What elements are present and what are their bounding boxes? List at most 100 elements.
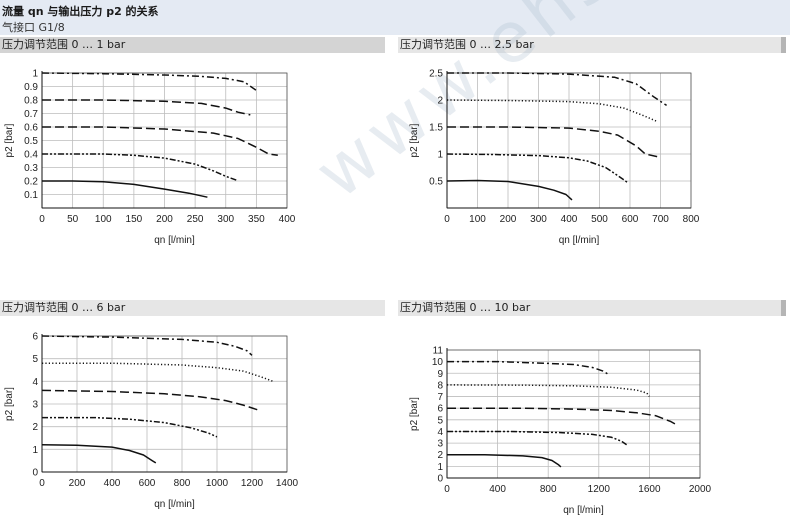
- series-line-1: [447, 360, 609, 375]
- panel-title-3: 压力调节范围 0 … 6 bar: [0, 300, 385, 316]
- y-axis-label: p2 [bar]: [409, 123, 420, 157]
- x-tick-label: 1200: [241, 478, 264, 489]
- y-tick-label: 0.7: [24, 109, 38, 120]
- y-tick-label: 0.8: [24, 96, 38, 107]
- x-tick-label: 1600: [638, 484, 661, 495]
- series-line-3: [42, 126, 278, 157]
- y-tick-label: 0.6: [24, 123, 38, 134]
- y-axis-label: p2 [bar]: [409, 397, 420, 431]
- x-tick-label: 600: [139, 478, 156, 489]
- x-tick-label: 0: [444, 484, 450, 495]
- y-tick-label: 5: [32, 354, 38, 365]
- y-tick-label: 4: [437, 427, 443, 438]
- x-tick-label: 100: [469, 214, 486, 225]
- panel-title-text: 压力调节范围 0 … 1 bar: [2, 38, 126, 51]
- panel-title-accent: [781, 37, 786, 53]
- y-tick-label: 0: [437, 474, 443, 485]
- y-tick-label: 0.5: [429, 177, 443, 188]
- series-line-2: [446, 99, 658, 123]
- y-tick-label: 7: [437, 392, 443, 403]
- y-tick-label: 3: [437, 439, 443, 450]
- y-tick-label: 9: [437, 369, 443, 380]
- series-line-5: [42, 180, 208, 198]
- y-tick-label: 2: [437, 450, 443, 461]
- y-tick-label: 6: [32, 332, 38, 343]
- y-axis-label: p2 [bar]: [4, 387, 15, 421]
- x-tick-label: 50: [67, 214, 79, 225]
- series-line-4: [42, 153, 238, 182]
- panel-title-4: 压力调节范围 0 … 10 bar: [398, 300, 786, 316]
- x-axis-label: qn [l/min]: [563, 505, 604, 516]
- x-tick-label: 400: [104, 478, 121, 489]
- x-axis-label: qn [l/min]: [154, 235, 195, 246]
- page-title: 流量 qn 与输出压力 p2 的关系: [2, 5, 159, 18]
- x-tick-label: 200: [156, 214, 173, 225]
- series-line-5: [41, 444, 157, 464]
- x-tick-label: 700: [652, 214, 669, 225]
- y-tick-label: 8: [437, 380, 443, 391]
- page-subtitle: 气接口 G1/8: [2, 21, 65, 34]
- x-tick-label: 400: [489, 484, 506, 495]
- y-tick-label: 0.3: [24, 163, 38, 174]
- y-tick-label: 1: [437, 462, 443, 473]
- x-tick-label: 0: [39, 478, 45, 489]
- x-axis-label: qn [l/min]: [559, 235, 600, 246]
- x-axis-label: qn [l/min]: [154, 499, 195, 510]
- y-tick-label: 0.5: [24, 136, 38, 147]
- series-line-3: [447, 407, 677, 426]
- y-tick-label: 5: [437, 415, 443, 426]
- y-tick-label: 0: [32, 468, 38, 479]
- series-line-4: [447, 430, 628, 446]
- y-tick-label: 0.2: [24, 177, 38, 188]
- x-tick-label: 0: [444, 214, 450, 225]
- y-tick-label: 11: [433, 346, 444, 357]
- y-tick-label: 0.4: [24, 150, 38, 161]
- series-line-2: [446, 384, 651, 397]
- panel-title-accent: [781, 300, 786, 316]
- x-tick-label: 1000: [206, 478, 229, 489]
- x-tick-label: 800: [540, 484, 557, 495]
- chart-3: 0 200 400 600 800 1000 1200 1400 0 1 2 3 4 5 6 qn [l/mi…: [4, 332, 299, 511]
- x-tick-label: 100: [95, 214, 112, 225]
- y-tick-label: 4: [32, 377, 38, 388]
- y-tick-label: 2: [32, 422, 38, 433]
- y-tick-label: 0.1: [24, 190, 38, 201]
- plot-frame: [446, 349, 701, 479]
- series-line-2: [42, 99, 251, 116]
- x-tick-label: 300: [217, 214, 234, 225]
- panel-title-text: 压力调节范围 0 … 6 bar: [2, 301, 126, 314]
- x-tick-label: 1400: [276, 478, 299, 489]
- x-tick-label: 0: [39, 214, 45, 225]
- y-tick-label: 6: [437, 404, 443, 415]
- y-tick-label: 1.5: [429, 123, 443, 134]
- series-line-3: [447, 126, 658, 158]
- y-tick-label: 3: [32, 400, 38, 411]
- header-band: [0, 0, 790, 35]
- y-tick-label: 10: [432, 357, 444, 368]
- panel-title-text: 压力调节范围 0 … 10 bar: [400, 301, 531, 314]
- series-line-3: [41, 389, 258, 411]
- panel-title-text: 压力调节范围 0 … 2.5 bar: [400, 38, 534, 51]
- y-tick-label: 1: [437, 150, 443, 161]
- chart-2: 0 100 200 300 400 500 600 700 800 0.5 1 1.5 2 2.5 qn […: [409, 69, 700, 247]
- x-tick-label: 600: [622, 214, 639, 225]
- x-tick-label: 200: [69, 478, 86, 489]
- y-tick-label: 2.5: [429, 69, 443, 80]
- x-tick-label: 400: [279, 214, 296, 225]
- x-tick-label: 2000: [689, 484, 712, 495]
- x-tick-label: 800: [174, 478, 191, 489]
- series-line-1: [41, 335, 253, 356]
- panel-title-2: 压力调节范围 0 … 2.5 bar: [398, 37, 786, 53]
- series-line-1: [447, 72, 668, 107]
- x-tick-label: 350: [248, 214, 265, 225]
- y-tick-label: 1: [32, 445, 38, 456]
- series-line-5: [446, 179, 573, 201]
- chart-1: 0 50 100 150 200 250 300 350 400 0.1 0.2 0.3 0.4 0.5 0…: [4, 69, 296, 247]
- x-tick-label: 1200: [588, 484, 611, 495]
- x-tick-label: 150: [126, 214, 143, 225]
- x-tick-label: 250: [187, 214, 204, 225]
- series-line-4: [446, 153, 628, 183]
- y-tick-label: 0.9: [24, 82, 38, 93]
- x-tick-label: 300: [530, 214, 547, 225]
